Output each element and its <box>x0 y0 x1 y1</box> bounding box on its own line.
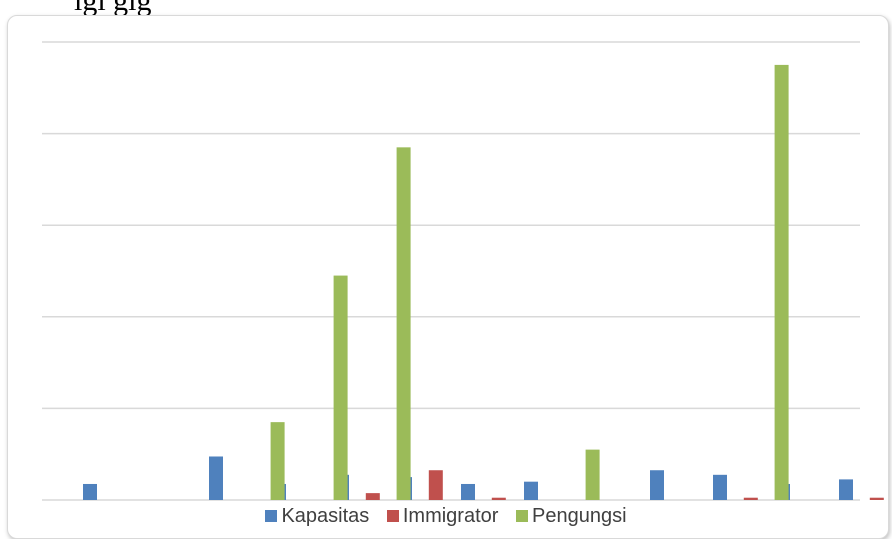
bar-pengungsi-4 <box>333 275 348 500</box>
bar-pengungsi-3 <box>270 422 285 500</box>
header-text-fragment: igi gig <box>74 0 152 17</box>
bar-kapasitas-1 <box>83 483 97 500</box>
legend-item-immigrator: Immigrator <box>386 505 499 528</box>
bar-immigrator-5 <box>365 493 380 500</box>
bar-immigrator-6 <box>428 470 443 500</box>
chart-frame <box>7 15 889 539</box>
bar-pengungsi-8 <box>585 449 600 500</box>
bar-kapasitas-8 <box>524 481 538 500</box>
bar-kapasitas-3 <box>209 456 223 500</box>
bar-pengungsi-5 <box>396 147 411 500</box>
legend: Kapasitas Immigrator Pengungsi <box>0 505 892 528</box>
legend-swatch-immigrator <box>386 510 399 522</box>
bar-pengungsi-11 <box>774 64 789 501</box>
bar-immigrator-7 <box>491 497 506 500</box>
legend-swatch-kapasitas <box>265 510 278 522</box>
legend-item-pengungsi: Pengungsi <box>516 505 627 528</box>
legend-label-kapasitas: Kapasitas <box>281 505 370 527</box>
bar-immigrator-11 <box>743 497 758 500</box>
bar-kapasitas-10 <box>650 470 664 500</box>
bar-kapasitas-11 <box>713 474 727 500</box>
bar-immigrator-13 <box>869 497 884 500</box>
legend-swatch-pengungsi <box>516 510 528 522</box>
legend-item-kapasitas: Kapasitas <box>265 505 369 528</box>
bar-kapasitas-13 <box>839 479 853 500</box>
legend-label-immigrator: Immigrator <box>402 505 499 527</box>
legend-label-pengungsi: Pengungsi <box>532 505 627 527</box>
bar-kapasitas-7 <box>461 483 475 500</box>
